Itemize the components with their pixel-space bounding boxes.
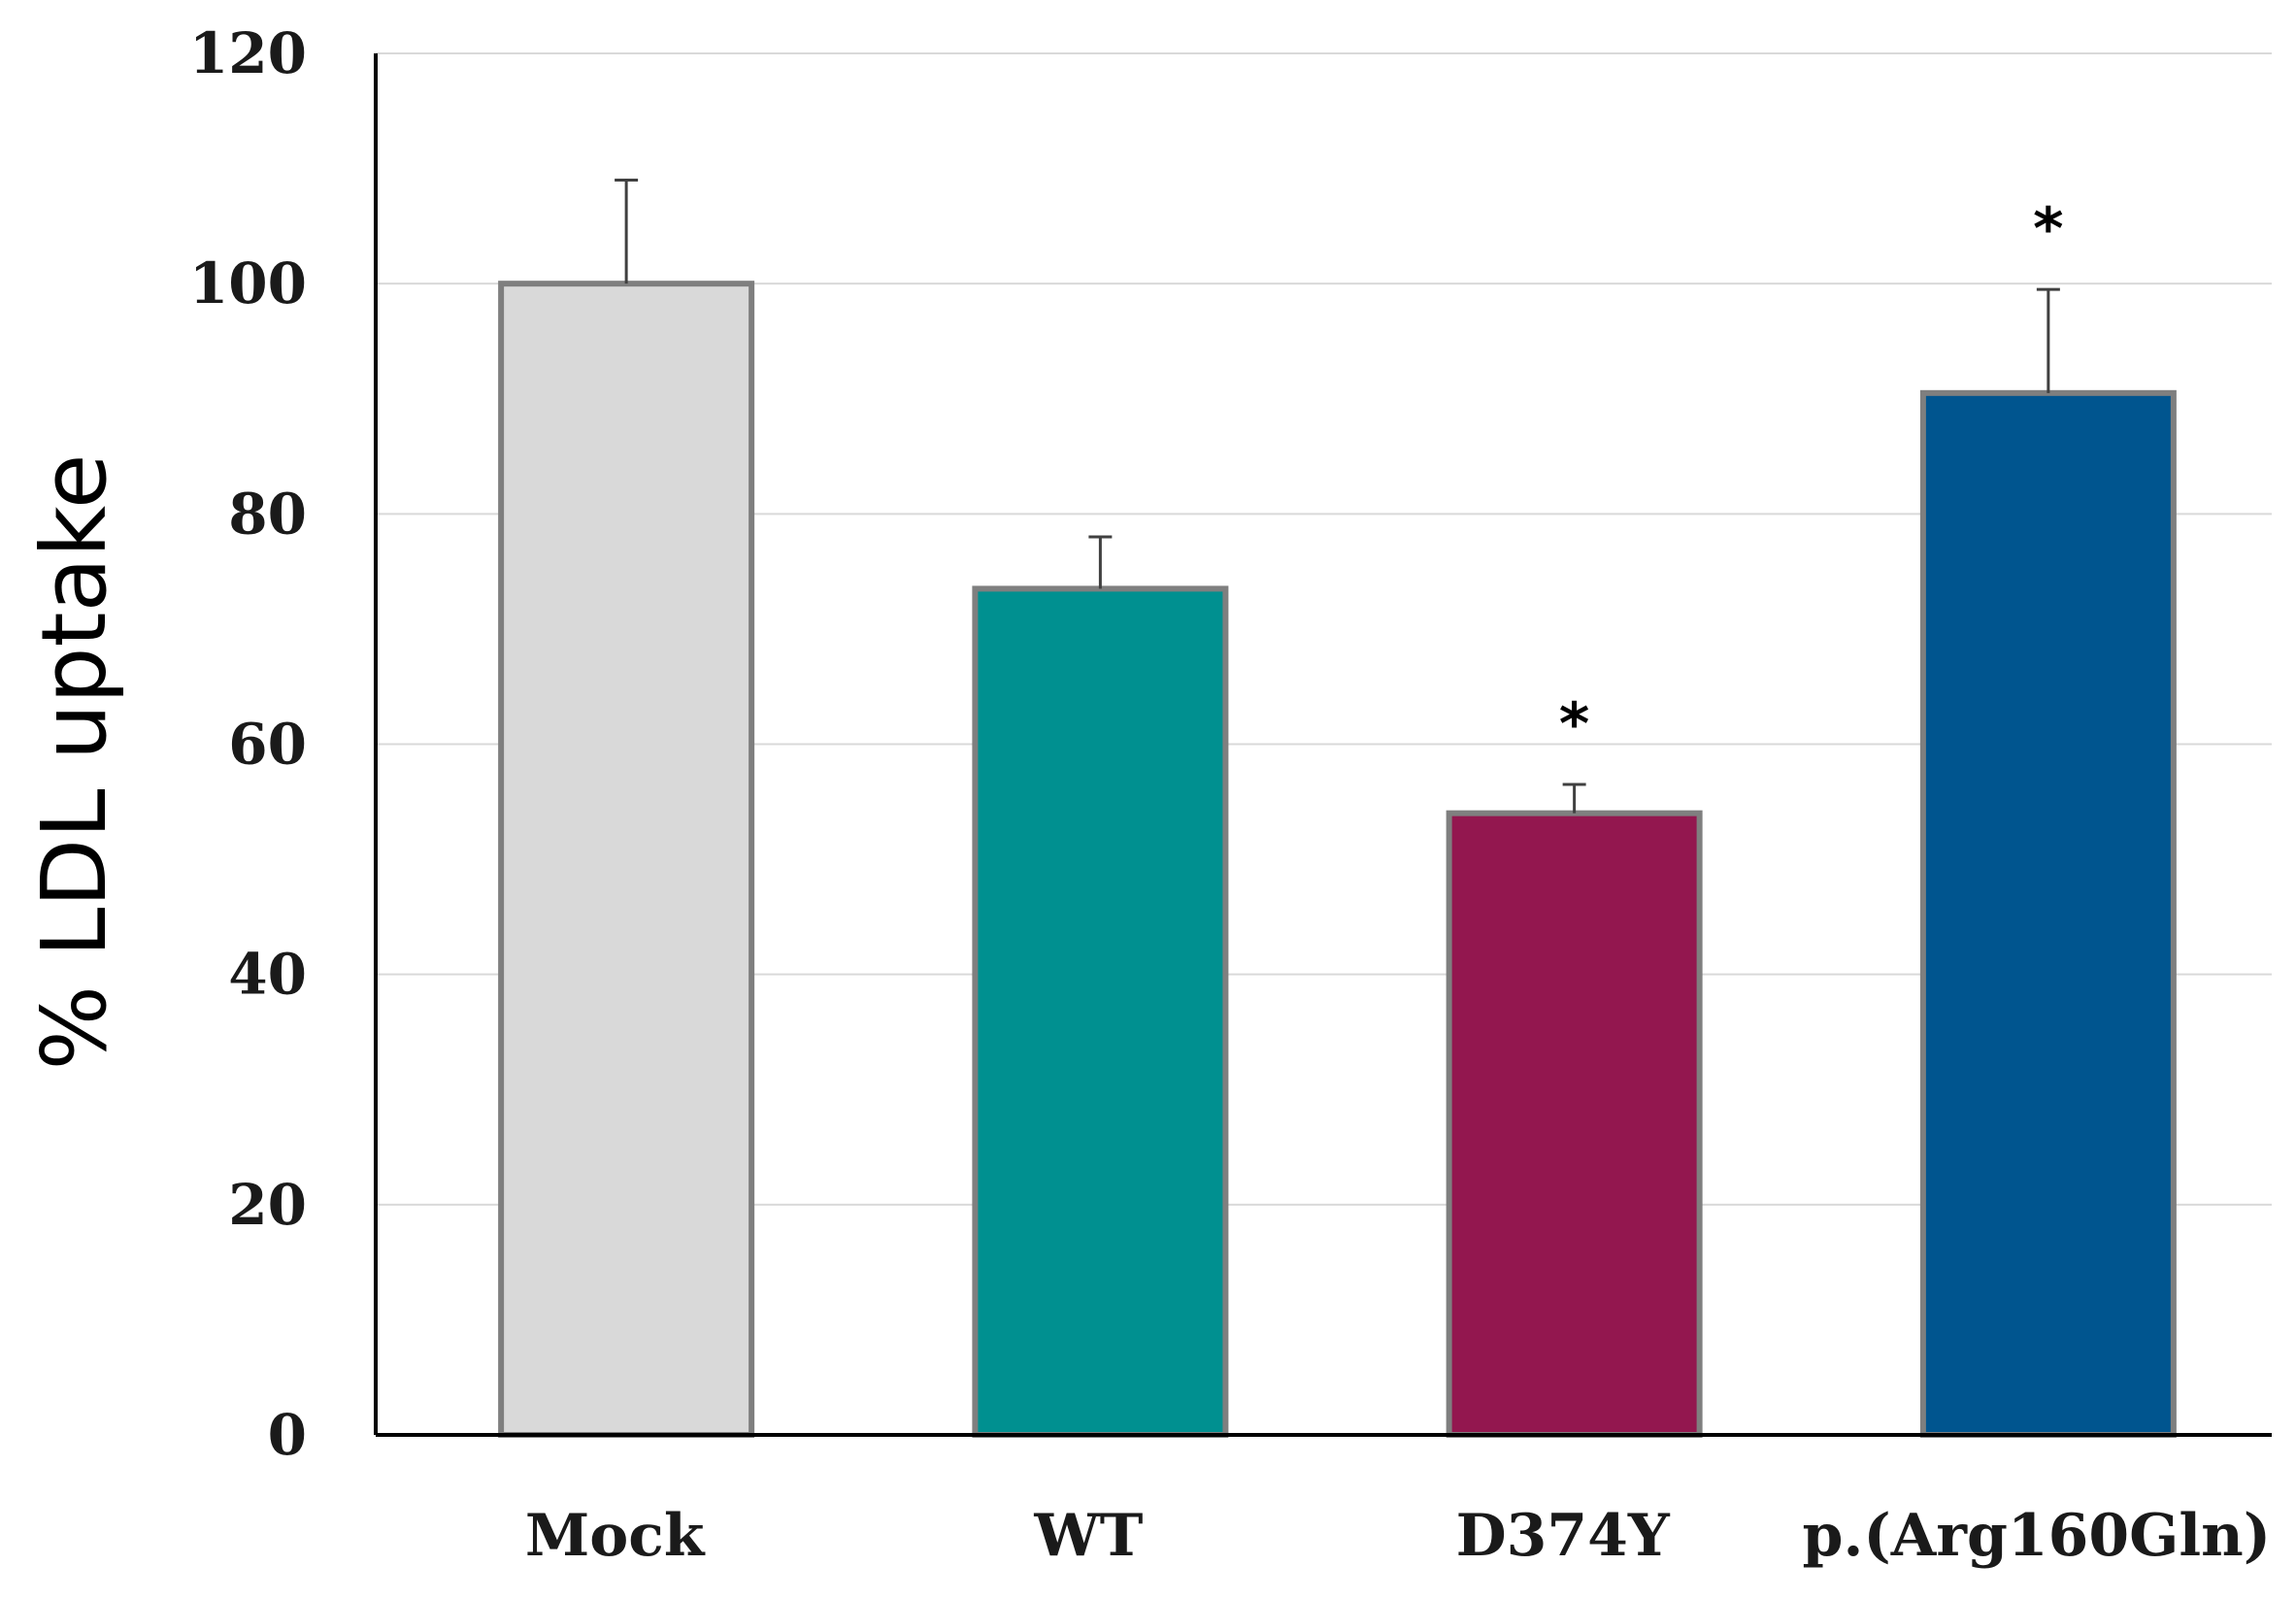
- y-tick-label: 80: [228, 481, 307, 547]
- labels: 0 20 40 60 80 100 120 Mock WT * D374Y * p.(Arg160Gln…: [189, 20, 2271, 1570]
- y-tick-label: 40: [228, 942, 307, 1008]
- bar-p-arg160gln: [1919, 389, 2177, 1439]
- y-tick-label: 120: [189, 20, 307, 86]
- bars: [498, 178, 2177, 1439]
- bar-mock: [498, 281, 755, 1439]
- y-tick-label: 0: [268, 1402, 307, 1468]
- x-tick-label: p.(Arg160Gln): [1803, 1502, 2272, 1570]
- x-tick-label: WT: [1033, 1502, 1143, 1570]
- axes: [374, 53, 2272, 1437]
- bar-d374y: [1446, 810, 1703, 1438]
- significance-asterisk: *: [2033, 195, 2063, 263]
- y-tick-label: 60: [228, 712, 307, 778]
- significance-asterisk: *: [1559, 690, 1589, 758]
- y-axis-title: % LDL uptake: [22, 453, 126, 1070]
- y-tick-label: 100: [189, 250, 307, 316]
- x-tick-label: Mock: [525, 1502, 706, 1570]
- x-tick-label: D374Y: [1456, 1502, 1671, 1570]
- bar-wt: [972, 585, 1229, 1438]
- y-tick-label: 20: [228, 1172, 307, 1238]
